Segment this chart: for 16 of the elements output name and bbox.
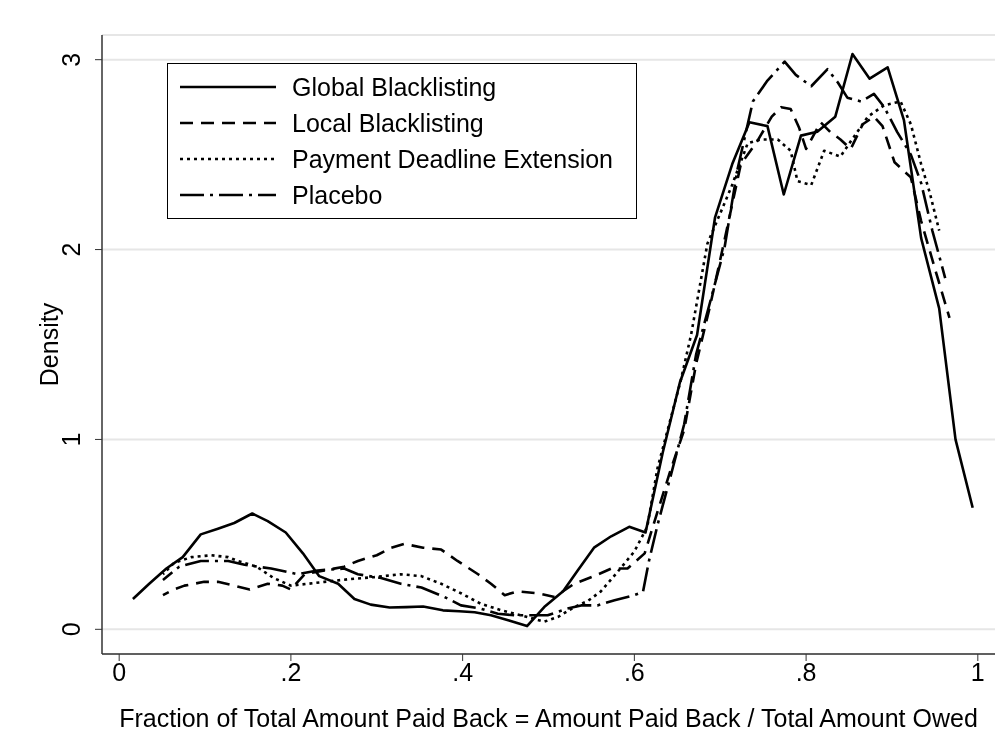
y-axis-title: Density bbox=[35, 302, 63, 387]
x-tick-label: 1 bbox=[970, 657, 985, 686]
x-tick-label: .4 bbox=[452, 657, 474, 686]
x-tick-label: .8 bbox=[795, 657, 817, 686]
y-tick-label: 0 bbox=[57, 622, 85, 637]
legend-label: Local Blacklisting bbox=[292, 108, 484, 139]
x-axis-title: Fraction of Total Amount Paid Back = Amount Paid Back / Total Amount Owed bbox=[119, 704, 978, 732]
x-tick-label: 0 bbox=[112, 657, 127, 686]
y-tick-label: 1 bbox=[57, 432, 85, 447]
legend-label: Global Blacklisting bbox=[292, 72, 497, 103]
legend-label: Placebo bbox=[292, 180, 383, 211]
y-tick-label: 2 bbox=[57, 242, 85, 257]
y-tick-label: 3 bbox=[57, 52, 85, 67]
x-tick-label: .2 bbox=[280, 657, 302, 686]
legend-label: Payment Deadline Extension bbox=[292, 144, 614, 175]
x-tick-label: .6 bbox=[623, 657, 645, 686]
